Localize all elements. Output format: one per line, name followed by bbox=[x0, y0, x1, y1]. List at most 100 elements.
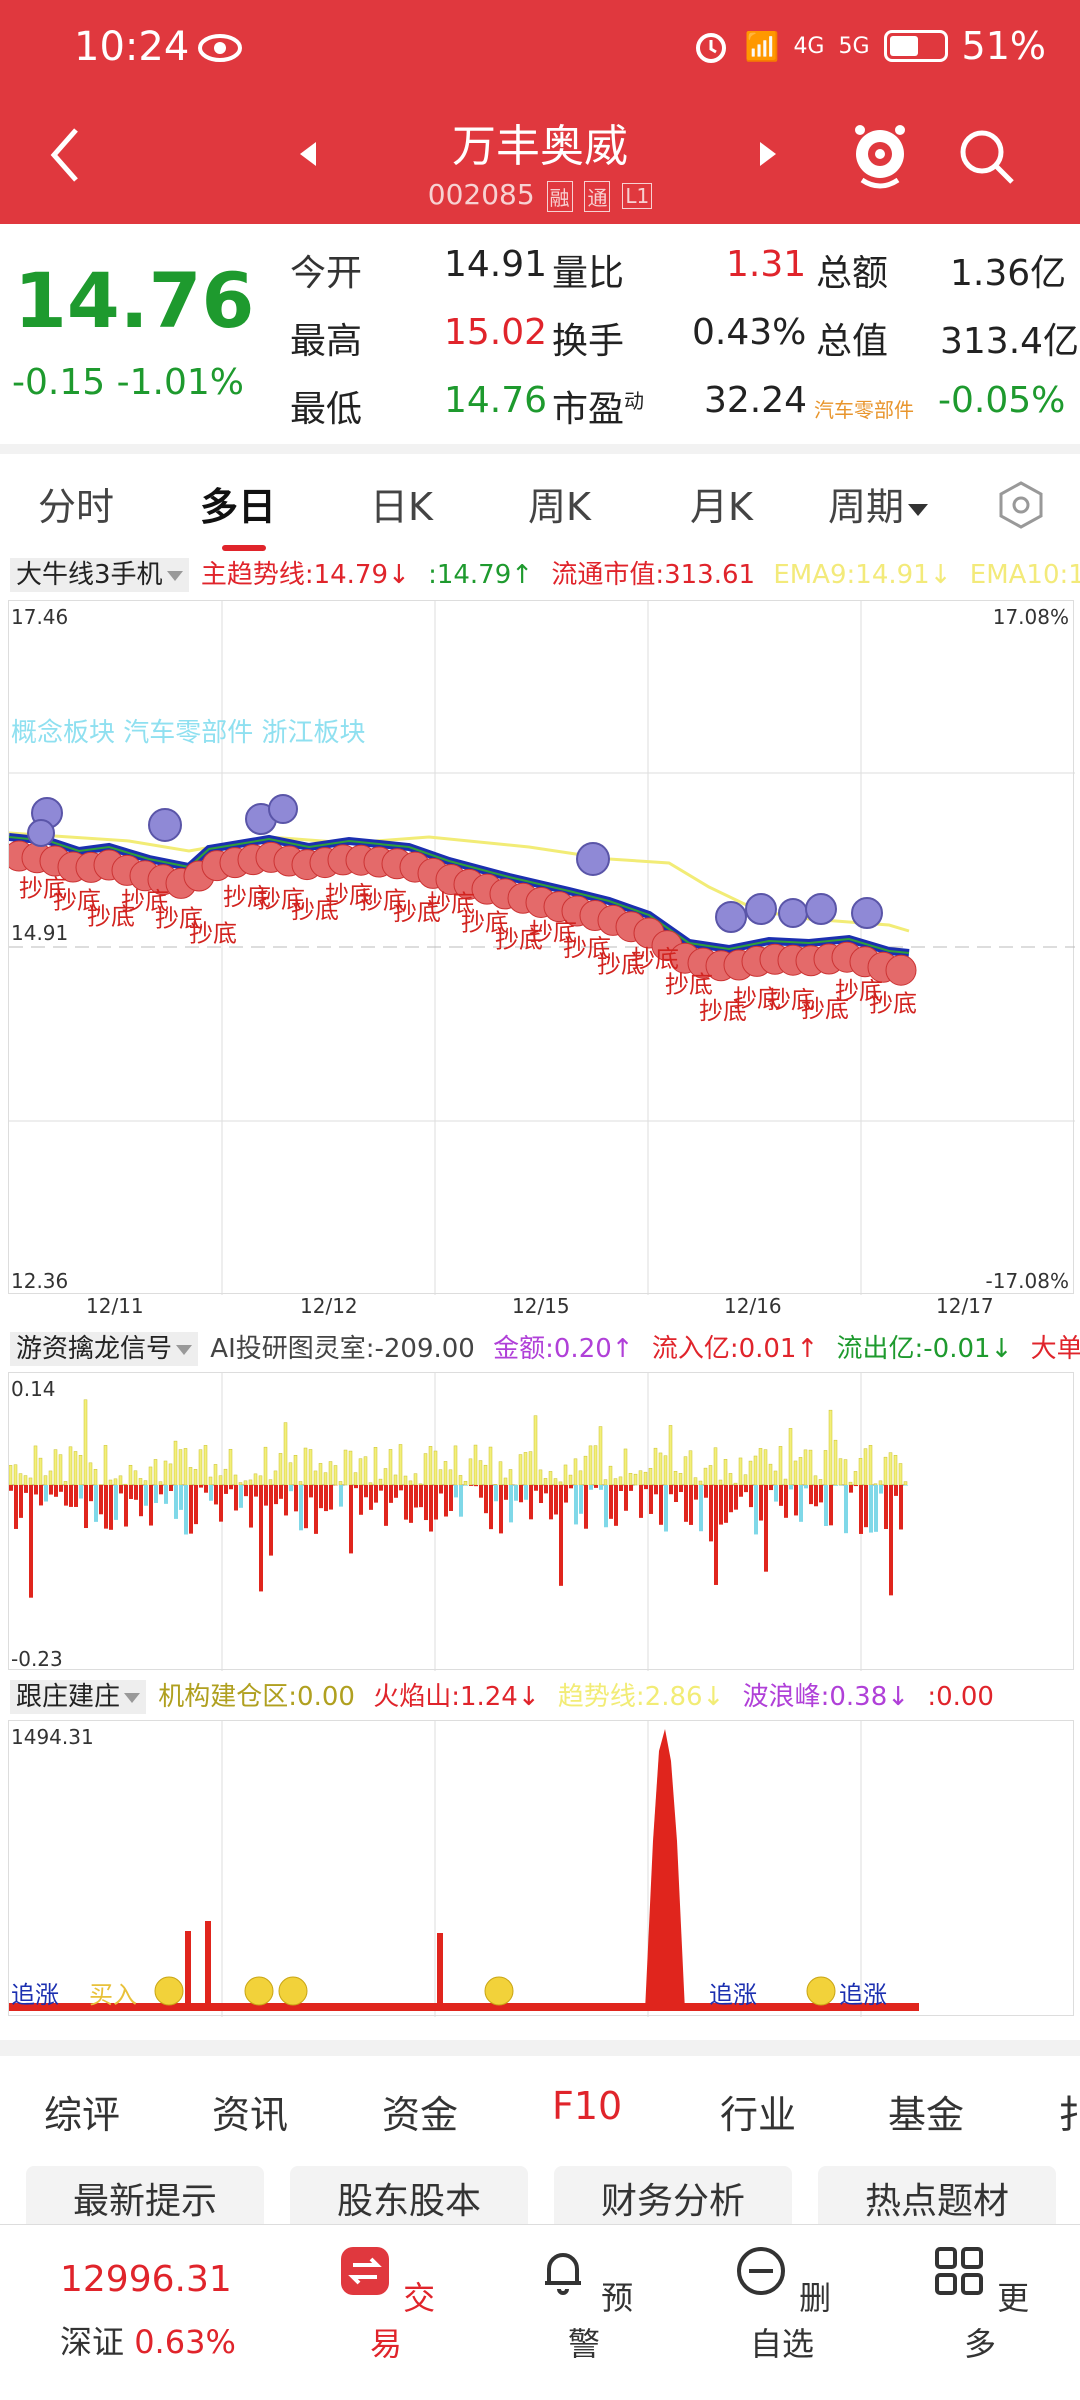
inflow-bar bbox=[483, 1464, 488, 1486]
date-label: 12/15 bbox=[512, 1294, 570, 1318]
outflow-bar bbox=[239, 1485, 243, 1508]
trade-button[interactable]: 交易 bbox=[326, 2243, 446, 2365]
inflow-bar bbox=[318, 1463, 323, 1486]
volume-spikes bbox=[9, 1729, 919, 2011]
inflow-bar bbox=[198, 1449, 203, 1486]
sub1-chart[interactable]: 0.14 -0.23 bbox=[8, 1372, 1074, 1671]
chaodi-label: 抄底 bbox=[53, 887, 101, 915]
inflow-bar bbox=[588, 1445, 593, 1486]
inflow-bar bbox=[208, 1476, 213, 1486]
back-arrow-icon[interactable] bbox=[40, 120, 90, 190]
sub2-chart[interactable]: 追涨 买入 追涨 追涨 1494.31 bbox=[8, 1720, 1074, 2017]
outflow-bar bbox=[354, 1485, 358, 1489]
main-trend-line: 主趋势线:14.79↓ bbox=[200, 560, 410, 590]
inflow-bar bbox=[698, 1480, 703, 1486]
tab-more-cut[interactable]: 扌 bbox=[1058, 2093, 1080, 2137]
wave-peak: 波浪峰:0.38↓ bbox=[742, 1682, 910, 1712]
outflow-bar bbox=[559, 1485, 563, 1586]
tab-funds[interactable]: 资金 bbox=[382, 2093, 459, 2137]
outflow-bar bbox=[164, 1485, 168, 1504]
inflow-bar bbox=[48, 1470, 53, 1486]
outflow-bar bbox=[129, 1485, 133, 1499]
sub2-indicator-select[interactable]: 跟庄建庄 bbox=[10, 1680, 147, 1714]
outflow-bar bbox=[444, 1485, 448, 1517]
outflow-bar bbox=[124, 1485, 128, 1527]
inflow-bar bbox=[578, 1470, 583, 1486]
quote-panel: 14.76 -0.15 -1.01% 今开 14.91 量比 1.31 总额 1… bbox=[0, 224, 1080, 440]
eye-icon bbox=[198, 34, 242, 62]
inflow-bar bbox=[873, 1483, 878, 1486]
main-chart[interactable]: 概念板块 汽车零部件 浙江板块 抄底 抄底 抄底 抄底 抄底 抄底 抄底 抄底 抄底 抄底 抄底 抄底… bbox=[3, 600, 1075, 1295]
outflow-bar bbox=[549, 1485, 553, 1520]
sub2-label-chase: 追涨 bbox=[709, 1981, 757, 2009]
remove-watchlist-button[interactable]: 删自选 bbox=[722, 2243, 842, 2365]
outflow-bar bbox=[624, 1485, 628, 1511]
outflow-bar bbox=[499, 1485, 503, 1534]
sub1-indicator-select[interactable]: 游资擒龙信号 bbox=[10, 1332, 199, 1366]
settings-hex-icon[interactable] bbox=[996, 480, 1046, 530]
outflow-bar bbox=[234, 1485, 238, 1511]
more-button[interactable]: 更多 bbox=[920, 2243, 1040, 2365]
inflow-bar bbox=[758, 1448, 763, 1486]
inflow-bar bbox=[108, 1479, 113, 1486]
search-icon[interactable] bbox=[956, 126, 1016, 186]
inflow-bar bbox=[893, 1455, 898, 1486]
inflow-bar bbox=[133, 1470, 138, 1486]
inflow-bar bbox=[113, 1478, 118, 1486]
outflow-bar bbox=[274, 1485, 278, 1505]
tab-summary[interactable]: 综评 bbox=[44, 2093, 121, 2137]
tab-multiday[interactable]: 多日 bbox=[200, 476, 276, 551]
outflow-bar bbox=[369, 1485, 373, 1510]
outflow-bar bbox=[729, 1485, 733, 1513]
outflow-bar bbox=[74, 1485, 78, 1507]
tab-news[interactable]: 资讯 bbox=[212, 2093, 289, 2137]
inflow-bar bbox=[278, 1453, 283, 1486]
outflow-bar bbox=[814, 1485, 818, 1507]
inflow-bar bbox=[803, 1449, 808, 1486]
inflow-bar bbox=[743, 1474, 748, 1486]
alert-button[interactable]: 预警 bbox=[524, 2243, 644, 2365]
index-value[interactable]: 12996.31 bbox=[60, 2259, 232, 2300]
outflow-bar bbox=[674, 1485, 678, 1503]
outflow-bar bbox=[29, 1485, 33, 1598]
prev-stock-arrow-icon[interactable] bbox=[300, 142, 316, 166]
outflow-bar bbox=[434, 1485, 438, 1520]
outflow-bar bbox=[34, 1485, 38, 1495]
tab-weekly-k[interactable]: 周K bbox=[528, 485, 591, 529]
outflow-bar bbox=[744, 1485, 748, 1493]
inflow-bar bbox=[623, 1448, 628, 1486]
quote-sector-label[interactable]: 汽车零部件 bbox=[814, 398, 914, 422]
tab-daily-k[interactable]: 日K bbox=[370, 485, 433, 529]
main-indicator-select[interactable]: 大牛线3手机 bbox=[10, 558, 189, 592]
inflow-bar bbox=[343, 1449, 348, 1486]
tab-intraday[interactable]: 分时 bbox=[38, 485, 115, 529]
assistant-mascot-icon[interactable] bbox=[848, 120, 912, 192]
inflow-bar bbox=[498, 1461, 503, 1486]
outflow-bar bbox=[734, 1485, 738, 1510]
outflow-bar bbox=[304, 1485, 308, 1529]
tab-f10[interactable]: F10 bbox=[552, 2084, 622, 2154]
chaodi-label: 抄底 bbox=[393, 898, 441, 926]
outflow-bar bbox=[614, 1485, 618, 1526]
outflow-bar bbox=[449, 1485, 453, 1511]
inflow-bar bbox=[673, 1470, 678, 1486]
inflow-bar bbox=[383, 1468, 388, 1486]
tab-industry[interactable]: 行业 bbox=[720, 2093, 797, 2137]
tab-period[interactable]: 周期 bbox=[828, 476, 929, 531]
outflow-bar bbox=[589, 1485, 593, 1490]
inflow-bar bbox=[888, 1452, 893, 1486]
inflow-bar bbox=[683, 1456, 688, 1486]
bell-icon bbox=[544, 2253, 581, 2295]
outflow-bar bbox=[174, 1485, 178, 1519]
f10-chips: 最新提示 股东股本 财务分析 热点题材 bbox=[0, 2144, 1080, 2236]
next-stock-arrow-icon[interactable] bbox=[760, 142, 776, 166]
tab-fund[interactable]: 基金 bbox=[888, 2093, 965, 2137]
outflow-bar bbox=[609, 1485, 613, 1519]
outflow-bar bbox=[19, 1485, 23, 1518]
outflow-bar bbox=[489, 1485, 493, 1530]
tab-monthly-k[interactable]: 月K bbox=[690, 485, 753, 529]
inflow-bar bbox=[813, 1475, 818, 1486]
index-line[interactable]: 深证 0.63% bbox=[60, 2323, 236, 2361]
outflow-bar bbox=[639, 1485, 643, 1518]
inflow-bar bbox=[33, 1445, 38, 1486]
